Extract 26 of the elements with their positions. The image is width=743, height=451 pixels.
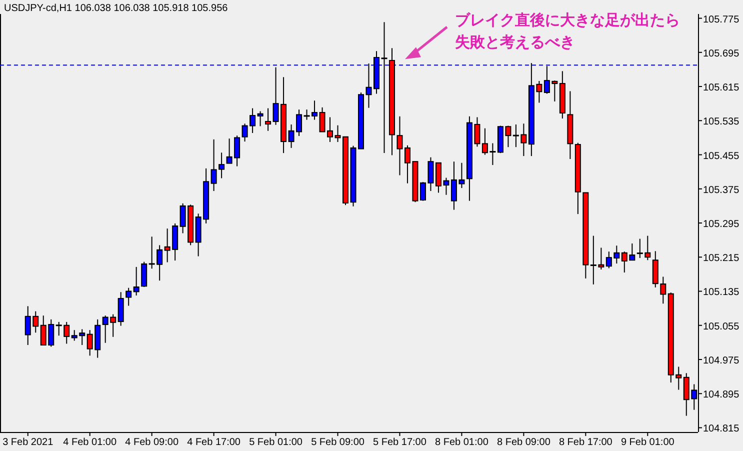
y-tick-label: 105.455 [703,150,740,162]
y-tick-label: 105.775 [703,14,740,26]
x-tick-label: 5 Feb 09:00 [311,437,365,448]
y-tick-label: 105.295 [703,219,740,230]
x-tick-label: 4 Feb 09:00 [125,437,179,448]
y-tick-label: 105.135 [703,287,740,298]
x-tick-label: 8 Feb 17:00 [558,437,613,448]
x-tick-label: 5 Feb 01:00 [249,437,303,448]
y-tick-label: 104.895 [703,390,740,401]
x-tick-label: 9 Feb 01:00 [620,437,675,448]
x-tick-label: 4 Feb 01:00 [63,437,117,448]
y-tick-label: 105.215 [703,253,740,264]
x-tick-label: 8 Feb 01:00 [435,437,489,448]
x-tick-label: 8 Feb 09:00 [497,437,551,448]
chart-title: USDJPY-cd,H1 106.038 106.038 105.918 105.956 [4,3,228,14]
x-tick-label: 4 Feb 17:00 [187,437,241,448]
y-tick-label: 104.815 [703,424,740,435]
annotation: ブレイク直後に大きな足が出たら失敗と考えるべき [455,11,680,51]
y-tick-label: 105.535 [703,116,740,128]
y-tick-label: 105.055 [703,321,740,332]
y-tick-label: 105.615 [703,82,740,94]
y-tick-label: 105.695 [703,48,740,60]
y-tick-label: 105.375 [703,184,740,196]
x-tick-label: 3 Feb 2021 [2,437,54,448]
x-tick-label: 5 Feb 17:00 [373,437,427,448]
y-tick-label: 104.975 [703,355,740,366]
